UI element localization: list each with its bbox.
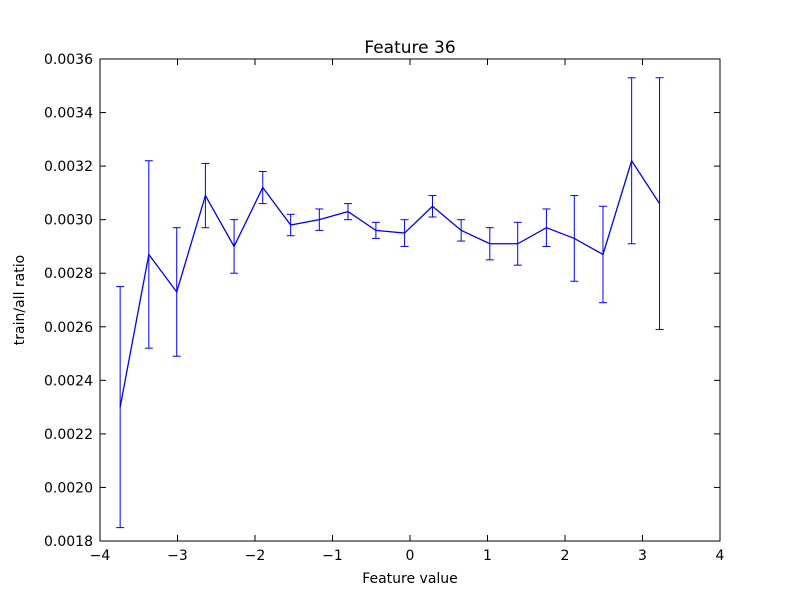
x-tick-label: 4 xyxy=(716,548,725,564)
y-axis-label: train/all ratio xyxy=(12,255,28,345)
x-tick-label: −4 xyxy=(90,548,111,564)
x-tick-label: 3 xyxy=(638,548,647,564)
y-tick-label: 0.0036 xyxy=(44,52,93,68)
y-tick-label: 0.0022 xyxy=(44,427,93,443)
x-tick-label: 1 xyxy=(483,548,492,564)
y-tick-label: 0.0030 xyxy=(44,213,93,229)
axes-layer: −4 −3 −2 −1 0 1 2 3 4 0.0018 0.0020 0.0022 0.0024 0.0… xyxy=(44,52,725,564)
y-tick-label: 0.0024 xyxy=(44,373,93,389)
x-tick-label: 0 xyxy=(406,548,415,564)
y-tick-label: 0.0034 xyxy=(44,106,93,122)
y-tick-label: 0.0028 xyxy=(44,266,93,282)
y-tick-label: 0.0032 xyxy=(44,159,93,175)
series-line xyxy=(119,159,661,408)
x-tick-label: −3 xyxy=(167,548,188,564)
series-layer xyxy=(116,77,664,529)
y-tick-label: 0.0020 xyxy=(44,480,93,496)
y-tick-label: 0.0026 xyxy=(44,320,93,336)
x-axis-label: Feature value xyxy=(362,571,458,587)
x-tick-label: −2 xyxy=(245,548,266,564)
x-tick-label: −1 xyxy=(322,548,343,564)
chart-title: Feature 36 xyxy=(364,38,455,58)
x-tick-label: 2 xyxy=(561,548,570,564)
y-tick-label: 0.0018 xyxy=(44,534,93,550)
